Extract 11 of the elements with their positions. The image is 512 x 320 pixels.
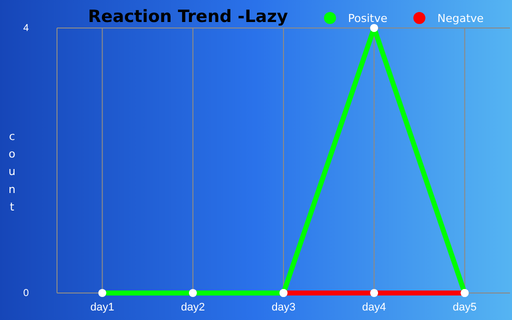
- x-tick-label: day1: [90, 301, 114, 314]
- x-tick-label: day4: [362, 301, 386, 314]
- x-tick-label: day5: [452, 301, 477, 314]
- y-tick-label: 4: [23, 23, 30, 34]
- y-tick-label: 0: [23, 288, 30, 300]
- y-axis-title: count: [8, 130, 16, 214]
- x-tick-label: day3: [272, 301, 296, 314]
- x-tick-label: day2: [180, 301, 205, 314]
- chart-title: Reaction Trend -Lazy: [88, 7, 288, 27]
- legend-label: Positve: [348, 12, 388, 25]
- legend-label: Negatve: [437, 12, 484, 25]
